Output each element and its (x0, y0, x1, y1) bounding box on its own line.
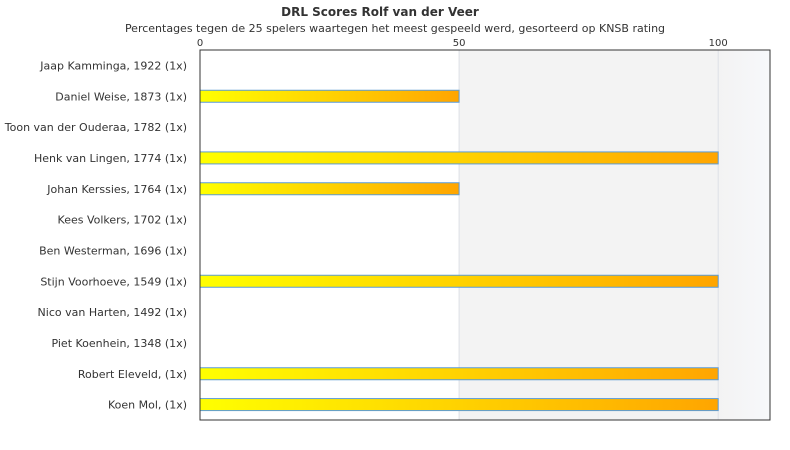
plot-band (459, 50, 719, 420)
plot-band (718, 50, 770, 420)
category-label: Daniel Weise, 1873 (1x) (55, 90, 187, 103)
x-tick-label: 100 (709, 38, 728, 49)
plot-frame (199, 49, 771, 421)
category-label: Ben Westerman, 1696 (1x) (39, 244, 187, 257)
category-label: Robert Eleveld, (1x) (78, 368, 187, 381)
category-label: Henk van Lingen, 1774 (1x) (34, 152, 187, 165)
category-label: Kees Volkers, 1702 (1x) (58, 214, 187, 227)
category-label: Johan Kerssies, 1764 (1x) (46, 183, 187, 196)
category-label: Stijn Voorhoeve, 1549 (1x) (40, 275, 187, 288)
bar (199, 274, 719, 288)
category-label: Piet Koenhein, 1348 (1x) (51, 337, 187, 350)
category-label: Toon van der Ouderaa, 1782 (1x) (4, 121, 187, 134)
category-label: Koen Mol, (1x) (108, 399, 187, 412)
bar (199, 398, 719, 412)
bar (199, 367, 719, 381)
chart-subtitle: Percentages tegen de 25 spelers waartege… (124, 22, 666, 35)
category-label: Jaap Kamminga, 1922 (1x) (39, 59, 187, 72)
x-tick-label: 0 (197, 38, 203, 49)
chart-title: DRL Scores Rolf van der Veer (281, 5, 479, 19)
bar (199, 151, 719, 165)
category-label: Nico van Harten, 1492 (1x) (38, 306, 187, 319)
plot-band (200, 50, 460, 420)
x-tick-label: 50 (453, 38, 466, 49)
bar (199, 182, 460, 196)
bar (199, 89, 460, 103)
